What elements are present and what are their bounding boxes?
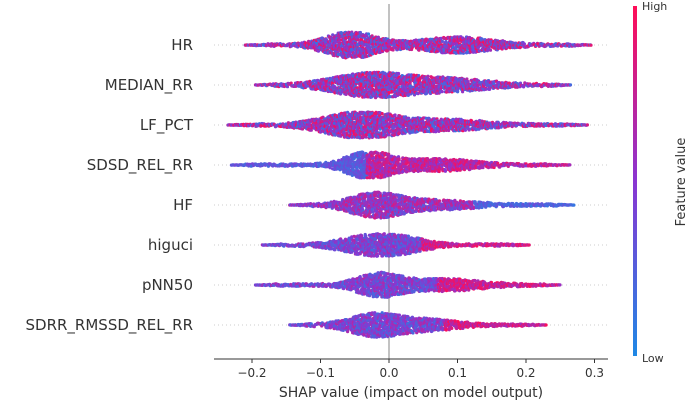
shap-point	[568, 83, 573, 87]
shap-point	[356, 38, 360, 42]
shap-point	[358, 30, 362, 35]
shap-point	[440, 90, 444, 94]
shap-point	[522, 42, 527, 46]
shap-point	[337, 38, 342, 42]
feature-points	[243, 30, 593, 60]
shap-point	[488, 48, 493, 52]
feature-label: HR	[171, 36, 193, 54]
feature-points	[226, 110, 590, 140]
feature-row: MEDIAN_RR	[105, 70, 608, 100]
feature-rows: HRMEDIAN_RRLF_PCTSDSD_REL_RRHFhigucipNN5…	[26, 4, 608, 359]
shap-point	[380, 112, 384, 116]
shap-point	[408, 80, 412, 85]
shap-point	[366, 32, 371, 36]
feature-label: LF_PCT	[140, 116, 194, 135]
feature-points	[253, 70, 573, 100]
shap-point	[589, 43, 593, 47]
shap-point	[396, 71, 401, 76]
shap-point	[324, 38, 329, 42]
feature-label: MEDIAN_RR	[105, 76, 193, 95]
shap-point	[350, 32, 354, 36]
shap-point	[426, 74, 430, 78]
feature-row: LF_PCT	[140, 110, 608, 140]
shap-point	[331, 33, 335, 37]
feature-row: HR	[171, 30, 608, 60]
shap-point	[393, 113, 397, 117]
shap-point	[334, 40, 338, 44]
shap-point	[359, 52, 363, 56]
